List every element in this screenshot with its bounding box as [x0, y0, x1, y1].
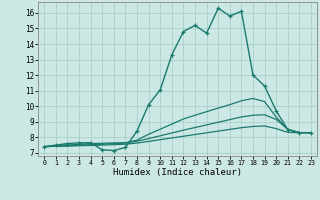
X-axis label: Humidex (Indice chaleur): Humidex (Indice chaleur)	[113, 168, 242, 177]
